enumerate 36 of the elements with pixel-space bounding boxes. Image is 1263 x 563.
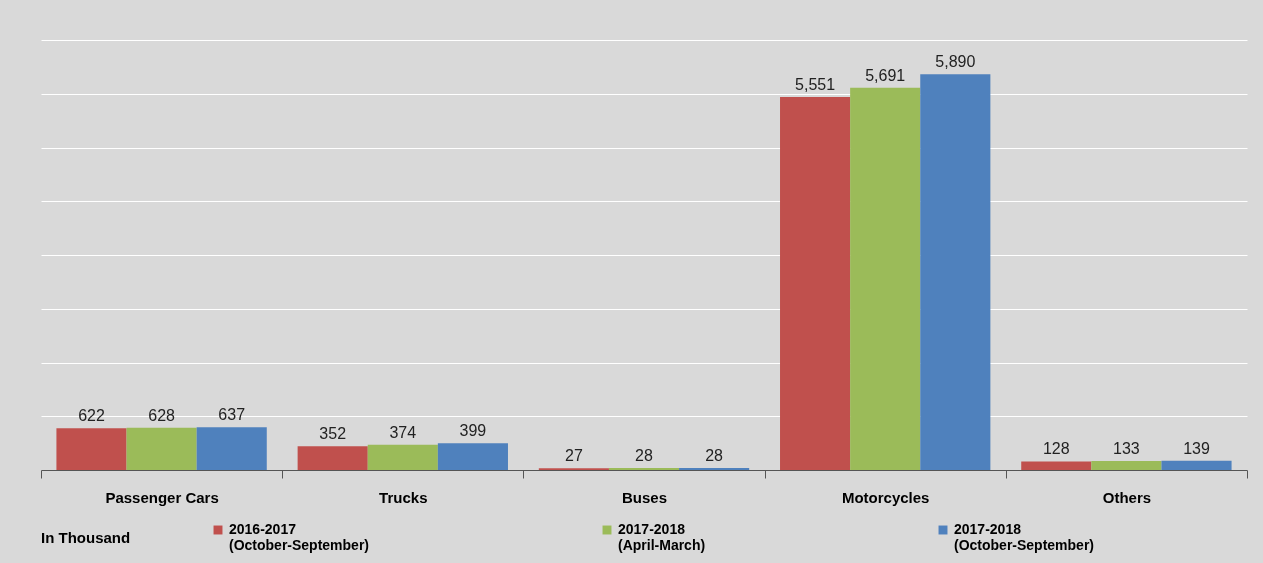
bar <box>126 427 197 470</box>
data-label: 133 <box>1113 440 1140 458</box>
x-tick-label: Motorcycles <box>841 488 930 506</box>
bar <box>1161 460 1232 470</box>
legend-label: 2017-2018 (October-September) <box>954 521 1095 553</box>
bar <box>437 443 508 470</box>
bar <box>780 97 851 470</box>
x-tick-label: Buses <box>621 488 668 506</box>
data-label: 5,551 <box>795 76 836 94</box>
data-label: 128 <box>1042 440 1070 458</box>
data-label: 27 <box>564 447 583 465</box>
bar <box>1091 461 1162 470</box>
bar <box>56 428 127 470</box>
x-tick-label: Others <box>1102 488 1152 506</box>
legend-label: 2016-2017 (October-September) <box>229 521 370 553</box>
data-label: 628 <box>148 406 176 424</box>
bar <box>367 444 438 470</box>
data-label: 399 <box>459 422 487 440</box>
bar <box>850 87 921 470</box>
data-label: 637 <box>218 406 246 424</box>
legend-label: 2017-2018 (April-March) <box>618 521 706 553</box>
x-tick-label: Trucks <box>379 488 428 506</box>
bar <box>196 427 267 470</box>
data-label: 28 <box>705 447 724 465</box>
data-label: 622 <box>78 407 105 425</box>
data-label: 352 <box>319 425 347 443</box>
bar <box>297 446 368 470</box>
data-label: 5,691 <box>865 66 906 84</box>
bar <box>920 74 991 470</box>
x-tick-label: Passenger Cars <box>105 488 219 506</box>
data-label: 5,890 <box>935 53 976 71</box>
legend-title: In Thousand <box>41 529 131 546</box>
data-label: 374 <box>389 423 417 441</box>
bar <box>1021 461 1092 470</box>
data-label: 139 <box>1183 439 1210 457</box>
data-label: 28 <box>635 447 653 465</box>
